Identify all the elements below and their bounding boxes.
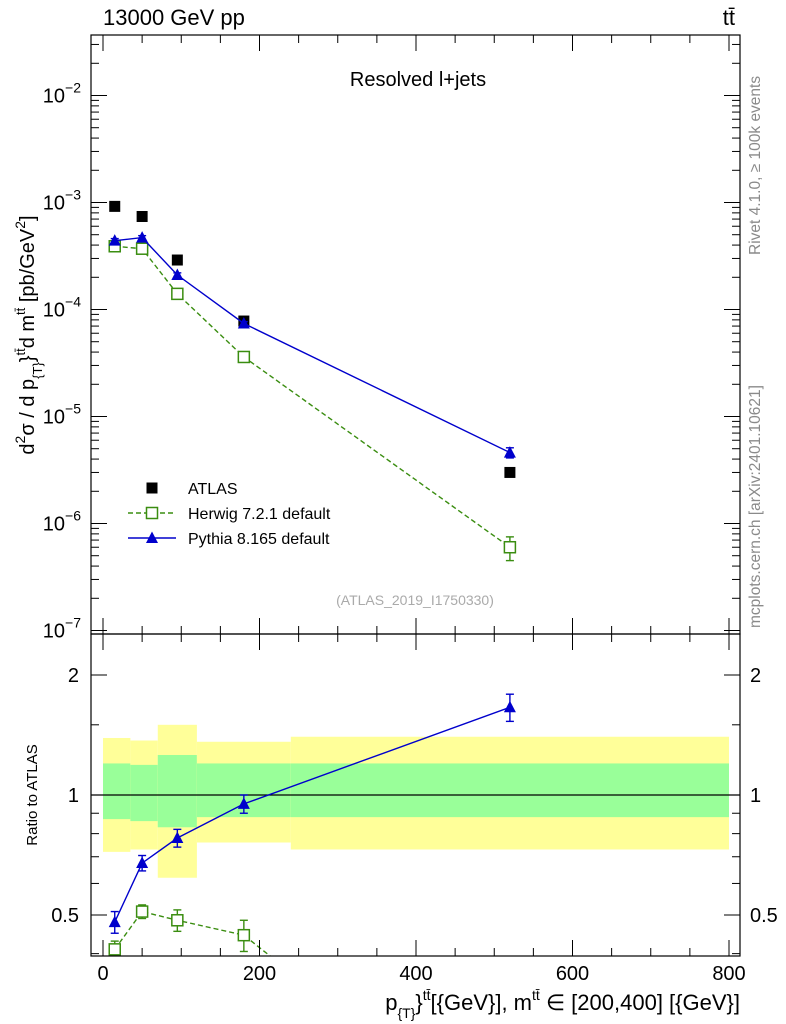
data-point-open-square	[171, 287, 184, 301]
data-point-triangle	[237, 797, 250, 809]
y-tick-label: 10−3	[43, 187, 81, 215]
y-tick-label: 10−2	[43, 80, 81, 108]
x-tick-label: 200	[243, 963, 276, 985]
data-point-open-square	[171, 914, 184, 927]
data-point-triangle	[146, 531, 158, 543]
ratio-series-clipped	[108, 693, 516, 956]
data-point-square	[171, 254, 183, 266]
legend-label: ATLAS	[188, 481, 238, 498]
data-point-square	[109, 200, 121, 212]
data-point-triangle	[171, 268, 184, 281]
rivet-label: Rivet 4.1.0, ≥ 100k events	[747, 76, 764, 255]
header-right-label: tt̄	[723, 5, 735, 30]
ratio-bands	[103, 724, 729, 878]
ratio-y-tick-label-right: 2	[750, 665, 761, 687]
data-point-square	[504, 466, 516, 478]
mcplots-label: mcplots.cern.ch [arXiv:2401.10621]	[747, 385, 764, 628]
x-tick-label: 0	[97, 963, 108, 985]
data-point-open-square	[237, 350, 251, 364]
band-green	[103, 763, 131, 820]
ratio-y-axis-label: Ratio to ATLAS	[24, 744, 41, 845]
legend: ATLAS Herwig 7.2.1 default Pythia 8.165 de…	[128, 481, 331, 548]
ratio-y-axis: 0.5 0.5 1 1 2 2	[51, 665, 778, 955]
main-x-ticks	[102, 35, 730, 634]
analysis-id: (ATLAS_2019_I1750330)	[336, 592, 494, 608]
data-point-open-square	[108, 943, 121, 956]
y-tick-label: 10−4	[43, 294, 81, 322]
y-axis-label-text: d2σ / d p{T}}tt̄d mtt̄ [pb/GeV2]	[12, 215, 45, 454]
main-series	[108, 200, 517, 562]
band-green	[157, 754, 197, 828]
data-point-square	[136, 210, 148, 222]
data-point-triangle	[108, 234, 121, 246]
y-tick-label: 10−7	[43, 615, 81, 643]
band-green	[130, 764, 158, 822]
legend-label: Herwig 7.2.1 default	[188, 506, 331, 523]
data-point-triangle	[237, 316, 250, 329]
ratio-x-axis: 0 200 400 600 800	[97, 634, 746, 985]
data-point-triangle	[136, 856, 149, 869]
ratio-y-tick-label-right: 1	[750, 785, 761, 807]
data-point-triangle	[171, 831, 184, 844]
ratio-panel: 0.5 0.51 12 2 0 200 400 600 800 Ratio to ATLAS …	[24, 633, 778, 1021]
x-axis-label-text: p{T}}tt̄[{GeV}], mtt̄ ∈ [200,400] [{GeV}…	[385, 987, 740, 1021]
chart-title: Resolved l+jets	[350, 69, 486, 91]
data-point-open-square	[135, 242, 149, 255]
header-left-label: 13000 GeV pp	[103, 5, 245, 30]
ratio-y-tick-label: 0.5	[51, 905, 79, 927]
data-point-triangle	[503, 700, 516, 713]
band-green	[290, 763, 729, 818]
x-tick-label: 800	[712, 963, 745, 985]
data-point-triangle	[108, 915, 121, 928]
data-point-open-square	[503, 540, 517, 554]
main-y-axis: 10−2 10−3 10−4 10−5 10−6 10−7	[43, 43, 740, 643]
ratio-y-tick-label: 1	[68, 785, 79, 807]
y-tick-label: 10−5	[43, 401, 81, 429]
data-point-triangle	[503, 446, 516, 458]
y-tick-label: 10−6	[43, 508, 81, 536]
ratio-y-tick-label-right: 0.5	[750, 905, 778, 927]
x-tick-label: 400	[399, 963, 432, 985]
data-point-open-square	[145, 506, 159, 520]
series-line	[114, 236, 511, 454]
data-point-triangle	[136, 231, 149, 243]
data-point-open-square	[237, 928, 251, 942]
legend-label: Pythia 8.165 default	[188, 531, 330, 548]
main-y-axis-label: d2σ / d p{T}}tt̄d mtt̄ [pb/GeV2]	[12, 215, 45, 454]
main-panel: 10−2 10−3 10−4 10−5 10−6 10−7 Resolved l+jets…	[12, 34, 741, 643]
ratio-series	[108, 693, 516, 956]
ratio-line	[114, 910, 272, 956]
x-tick-label: 600	[556, 963, 589, 985]
data-point-square	[146, 482, 158, 494]
data-point-open-square	[135, 905, 149, 918]
x-axis-label: p{T}}tt̄[{GeV}], mtt̄ ∈ [200,400] [{GeV}…	[385, 987, 740, 1021]
ratio-y-tick-label: 2	[68, 665, 79, 687]
